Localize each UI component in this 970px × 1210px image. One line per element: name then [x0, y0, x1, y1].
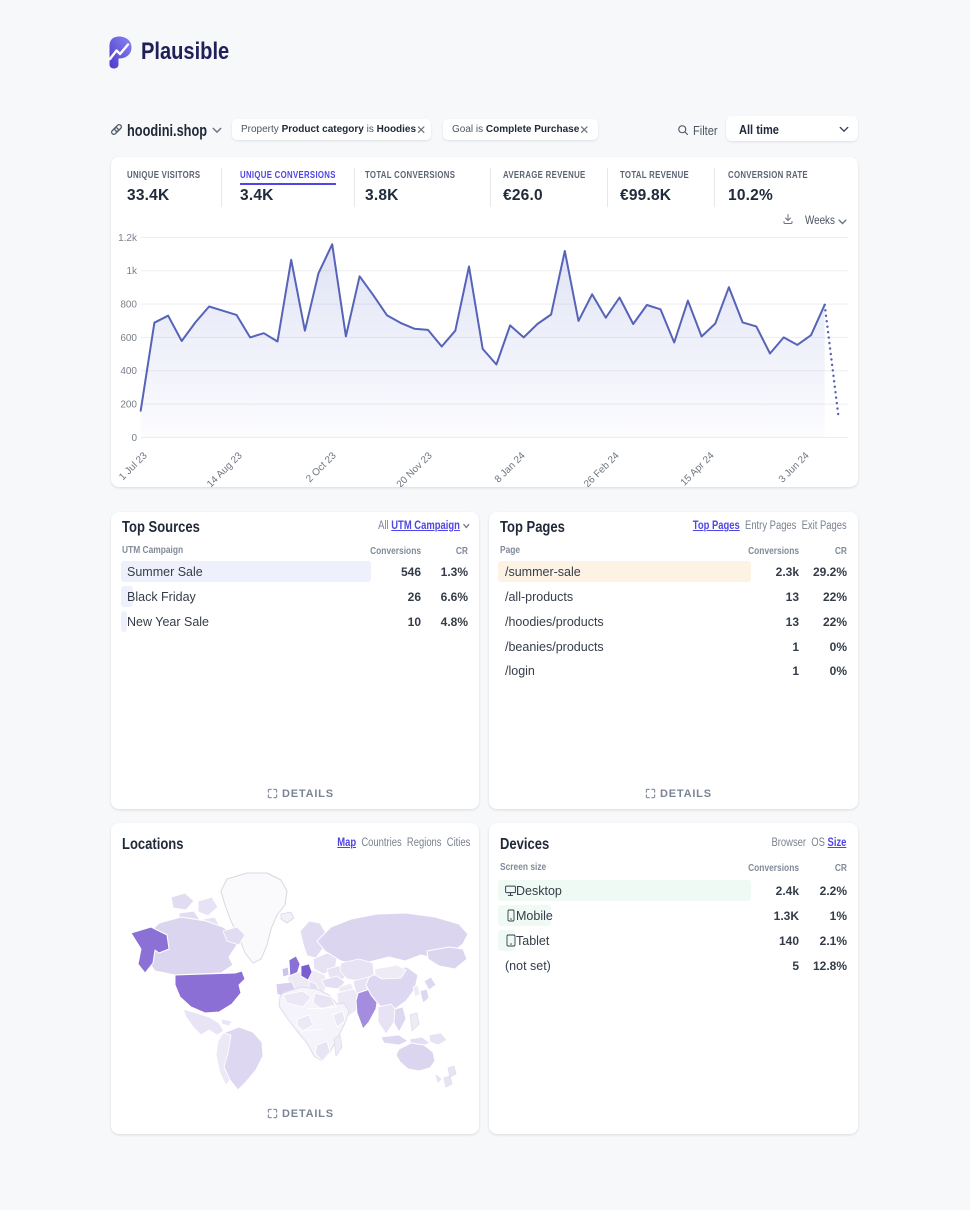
svg-text:14 Aug 23: 14 Aug 23: [205, 450, 245, 487]
svg-text:3 Jun 24: 3 Jun 24: [777, 450, 812, 485]
svg-text:800: 800: [120, 300, 137, 311]
svg-text:0: 0: [131, 433, 137, 444]
svg-text:20 Nov 23: 20 Nov 23: [395, 450, 435, 487]
svg-text:1 Jul 23: 1 Jul 23: [117, 450, 150, 483]
svg-text:600: 600: [120, 333, 137, 344]
svg-text:1.2k: 1.2k: [118, 233, 138, 244]
svg-text:8 Jan 24: 8 Jan 24: [493, 450, 528, 485]
svg-text:26 Feb 24: 26 Feb 24: [582, 450, 622, 487]
svg-text:400: 400: [120, 366, 137, 377]
svg-text:1k: 1k: [126, 266, 138, 277]
svg-text:2 Oct 23: 2 Oct 23: [304, 450, 339, 485]
svg-text:15 Apr 24: 15 Apr 24: [679, 450, 717, 487]
svg-text:200: 200: [120, 400, 137, 411]
